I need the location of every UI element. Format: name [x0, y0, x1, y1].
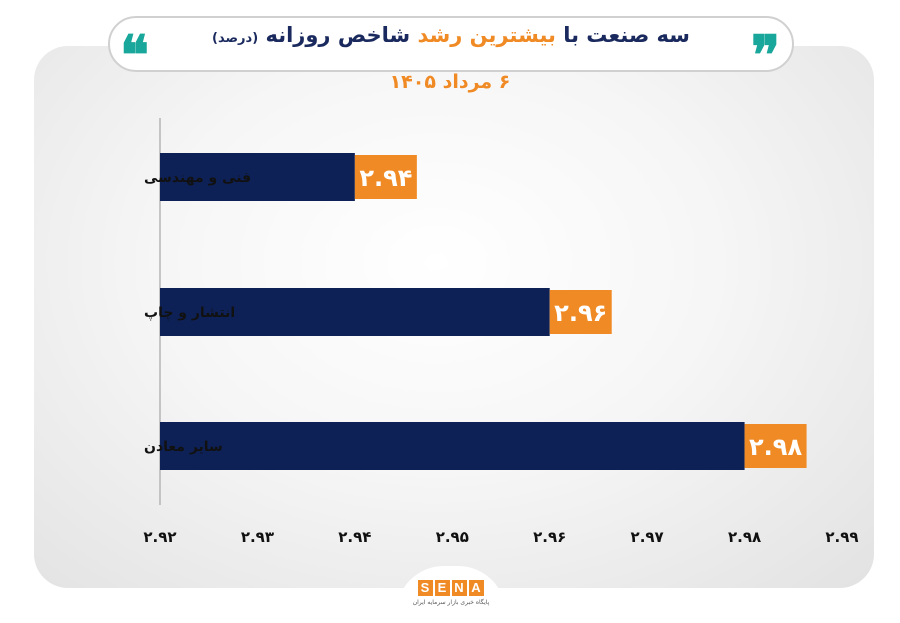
x-tick-label: ۲.۹۲: [143, 528, 176, 546]
x-tick-label: ۲.۹۳: [241, 528, 274, 546]
data-label: ۲.۹۶: [554, 299, 607, 327]
data-label: ۲.۹۸: [749, 433, 802, 461]
logo-letter: S: [418, 580, 433, 596]
x-tick-label: ۲.۹۹: [825, 528, 858, 546]
x-tick-label: ۲.۹۸: [728, 528, 761, 546]
x-tick-label: ۲.۹۷: [631, 528, 664, 546]
logo-letter: N: [452, 580, 467, 596]
category-label: انتشار و چاپ: [144, 305, 235, 321]
quote-open-icon: ❝: [120, 23, 150, 87]
logo-letter: E: [435, 580, 450, 596]
title-part2: شاخص روزانه: [265, 23, 411, 47]
bar: [160, 422, 745, 470]
chart-date: ۶ مرداد ۱۴۰۵: [389, 71, 511, 93]
data-label: ۲.۹۴: [359, 164, 412, 192]
x-tick-label: ۲.۹۵: [436, 528, 469, 546]
title-part1: سه صنعت با: [563, 23, 690, 47]
data-label-box: [354, 155, 417, 199]
chart-title: سه صنعت با بیشترین رشد شاخص روزانه (درصد…: [110, 23, 792, 47]
logo-letter: A: [469, 580, 484, 596]
data-label-box: [744, 424, 807, 468]
data-label-box: [549, 290, 612, 334]
category-label: فنی و مهندسی: [144, 170, 251, 186]
x-tick-label: ۲.۹۶: [533, 528, 566, 546]
title-banner: ❝ ❞ سه صنعت با بیشترین رشد شاخص روزانه (…: [108, 16, 794, 82]
quote-close-icon: ❞: [750, 23, 780, 87]
x-tick-label: ۲.۹۴: [338, 528, 371, 546]
bar: [160, 288, 550, 336]
category-label: سایر معادن: [144, 439, 223, 455]
title-unit: (درصد): [212, 31, 259, 46]
title-highlight: بیشترین رشد: [417, 23, 556, 47]
bar: [160, 153, 355, 201]
logo-subtitle: پایگاه خبری بازار سرمایه ایران: [412, 599, 490, 606]
